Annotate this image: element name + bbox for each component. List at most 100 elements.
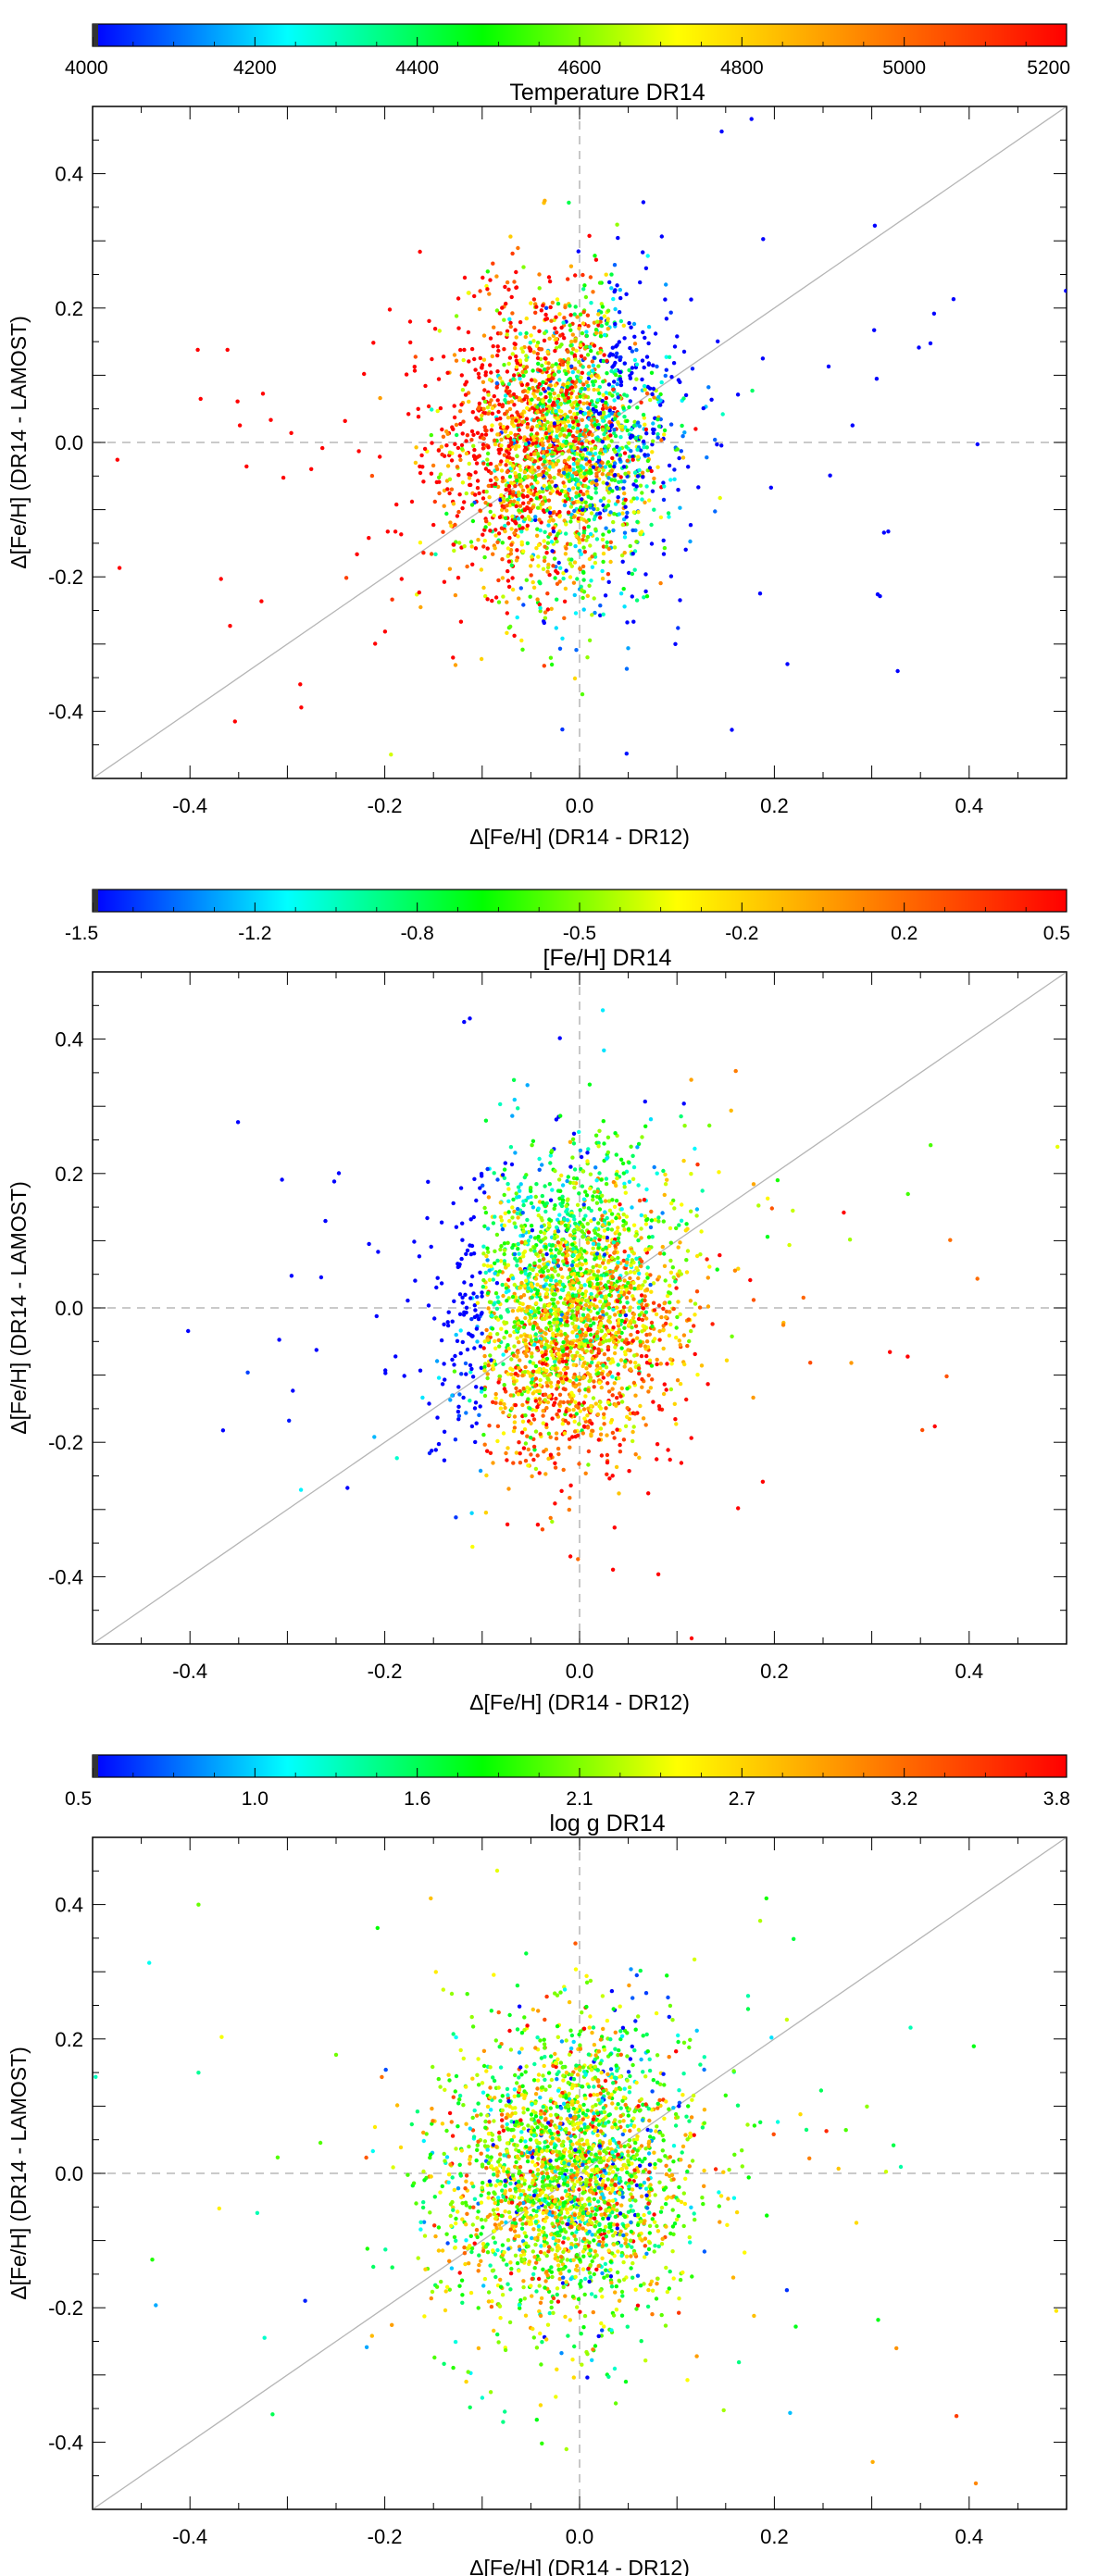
scatter-point bbox=[498, 1406, 504, 1411]
scatter-point bbox=[605, 1433, 609, 1437]
scatter-point bbox=[589, 511, 594, 516]
scatter-point bbox=[640, 1329, 644, 1334]
scatter-point bbox=[644, 1332, 649, 1338]
scatter-point bbox=[605, 1235, 609, 1240]
scatter-point bbox=[586, 524, 591, 529]
scatter-point bbox=[484, 490, 489, 494]
scatter-point bbox=[554, 337, 559, 342]
scatter-point bbox=[619, 553, 625, 558]
scatter-point bbox=[577, 1129, 581, 1135]
colorbar: 4000 4200 4400 4600 4800 5000 5200 bbox=[65, 23, 1070, 79]
scatter-point bbox=[538, 392, 543, 396]
scatter-point bbox=[412, 365, 417, 369]
scatter-point bbox=[586, 1406, 591, 1411]
scatter-point bbox=[674, 1286, 679, 1290]
scatter-point bbox=[642, 416, 646, 420]
scatter-point bbox=[565, 1319, 569, 1325]
scatter-point bbox=[550, 403, 556, 407]
scatter-point bbox=[507, 474, 513, 479]
scatter-point bbox=[606, 1259, 611, 1263]
scatter-point bbox=[558, 402, 563, 406]
scatter-point bbox=[547, 1320, 552, 1325]
scatter-point bbox=[653, 331, 658, 336]
scatter-point bbox=[554, 1117, 559, 1122]
scatter-point bbox=[431, 463, 436, 468]
scatter-point bbox=[519, 1320, 524, 1325]
scatter-point bbox=[627, 1179, 632, 1185]
scatter-point bbox=[538, 494, 543, 500]
scatter-point bbox=[662, 1263, 668, 1269]
scatter-point bbox=[558, 1295, 563, 1300]
scatter-point bbox=[566, 360, 570, 365]
scatter-point bbox=[481, 1432, 486, 1437]
scatter-point bbox=[533, 517, 538, 522]
scatter-point bbox=[558, 1266, 564, 1272]
scatter-point bbox=[444, 511, 449, 516]
scatter-point bbox=[474, 1326, 480, 1331]
scatter-point bbox=[568, 424, 572, 429]
scatter-point bbox=[593, 1257, 597, 1262]
scatter-point bbox=[544, 1356, 550, 1362]
scatter-point bbox=[619, 1346, 624, 1350]
scatter-point bbox=[437, 329, 442, 333]
scatter-point bbox=[469, 1424, 475, 1429]
scatter-point bbox=[574, 494, 579, 499]
scatter-point bbox=[583, 1333, 588, 1338]
scatter-point bbox=[598, 330, 603, 335]
scatter-point bbox=[580, 475, 584, 479]
scatter-point bbox=[595, 398, 600, 403]
scatter-point bbox=[625, 428, 630, 433]
scatter-point bbox=[593, 491, 598, 495]
scatter-point bbox=[905, 1191, 910, 1197]
scatter-point bbox=[514, 521, 518, 526]
scatter-point bbox=[578, 1208, 582, 1213]
scatter-point bbox=[650, 427, 655, 432]
scatter-point bbox=[634, 484, 639, 489]
scatter-point bbox=[458, 1186, 464, 1190]
scatter-point bbox=[594, 374, 599, 379]
scatter-point bbox=[544, 508, 550, 513]
scatter-point bbox=[506, 1277, 511, 1282]
scatter-point bbox=[468, 1370, 473, 1375]
scatter-point bbox=[618, 1313, 623, 1318]
scatter-point bbox=[751, 1182, 756, 1187]
scatter-point bbox=[476, 538, 481, 542]
scatter-point bbox=[628, 1305, 633, 1310]
scatter-point bbox=[668, 1258, 673, 1263]
scatter-point bbox=[661, 552, 667, 556]
scatter-point bbox=[642, 1313, 647, 1318]
scatter-point bbox=[506, 1240, 510, 1246]
scatter-point bbox=[525, 1434, 530, 1438]
scatter-point bbox=[543, 1398, 547, 1402]
scatter-point bbox=[545, 1400, 551, 1405]
scatter-point bbox=[383, 1368, 388, 1373]
scatter-point bbox=[663, 1182, 668, 1187]
scatter-point bbox=[586, 1327, 591, 1333]
scatter-point bbox=[615, 1287, 619, 1292]
scatter-point bbox=[541, 399, 545, 404]
colorbar: -1.5 -1.2 -0.8 -0.5 -0.2 0.2 0.5 bbox=[65, 889, 1070, 944]
scatter-point bbox=[650, 1377, 655, 1382]
scatter-point bbox=[566, 1252, 570, 1258]
scatter-point bbox=[632, 342, 638, 346]
scatter-point bbox=[497, 515, 503, 519]
scatter-point bbox=[568, 264, 574, 268]
scatter-point bbox=[474, 1421, 479, 1425]
scatter-point bbox=[618, 435, 623, 440]
scatter-point bbox=[521, 549, 526, 554]
scatter-point bbox=[516, 534, 520, 539]
scatter-point bbox=[589, 1404, 593, 1409]
scatter-point bbox=[542, 338, 547, 343]
scatter-point bbox=[522, 449, 527, 454]
scatter-point bbox=[511, 377, 516, 381]
scatter-point bbox=[595, 1274, 600, 1278]
scatter-point bbox=[621, 587, 626, 591]
scatter-point bbox=[571, 580, 577, 585]
scatter-point bbox=[620, 559, 625, 564]
scatter-point bbox=[533, 1429, 539, 1434]
scatter-point bbox=[515, 1263, 519, 1268]
scatter-point bbox=[571, 1314, 577, 1319]
scatter-point bbox=[608, 540, 613, 544]
scatter-point bbox=[495, 353, 500, 358]
scatter-point bbox=[595, 388, 600, 392]
